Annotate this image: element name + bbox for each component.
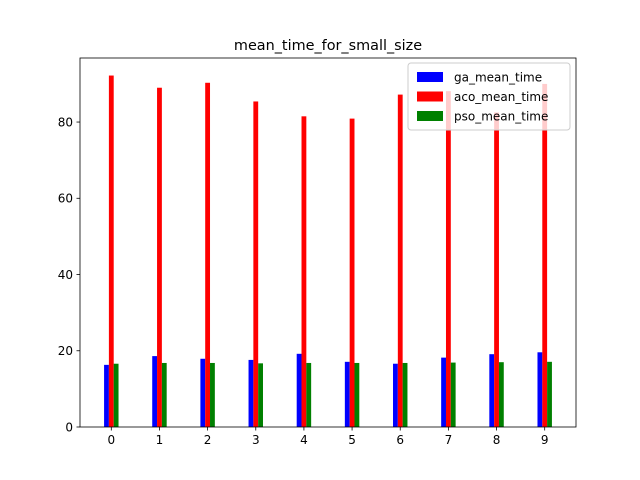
x-tick-label: 9 bbox=[541, 433, 549, 447]
bar-pso_mean_time-7 bbox=[450, 362, 456, 427]
x-tick-label: 8 bbox=[493, 433, 501, 447]
bar-ga_mean_time-6 bbox=[393, 363, 398, 427]
x-tick-label: 6 bbox=[396, 433, 404, 447]
bar-pso_mean_time-0 bbox=[113, 363, 119, 427]
bar-pso_mean_time-8 bbox=[498, 362, 504, 427]
bars-group bbox=[104, 75, 552, 428]
bar-ga_mean_time-9 bbox=[537, 352, 543, 427]
bar-ga_mean_time-4 bbox=[296, 353, 302, 427]
plot-frame bbox=[79, 57, 577, 428]
x-tick-label: 4 bbox=[300, 433, 308, 447]
x-tick-label: 5 bbox=[348, 433, 356, 447]
legend-label-pso_mean_time: pso_mean_time bbox=[454, 110, 548, 124]
x-tick-label: 1 bbox=[156, 433, 164, 447]
bar-aco_mean_time-8 bbox=[494, 112, 499, 427]
bar-ga_mean_time-2 bbox=[200, 358, 206, 427]
bar-ga_mean_time-1 bbox=[152, 356, 158, 427]
bar-pso_mean_time-2 bbox=[210, 362, 215, 427]
bar-pso_mean_time-4 bbox=[306, 362, 312, 427]
bar-pso_mean_time-6 bbox=[402, 362, 408, 427]
bar-ga_mean_time-5 bbox=[344, 361, 350, 427]
bar-ga_mean_time-7 bbox=[441, 357, 446, 427]
bar-aco_mean_time-7 bbox=[445, 91, 451, 427]
x-tick-label: 2 bbox=[204, 433, 212, 447]
y-tick-label: 0 bbox=[65, 420, 73, 434]
legend: ga_mean_time aco_mean_time pso_mean_time bbox=[407, 62, 571, 131]
bar-ga_mean_time-8 bbox=[489, 354, 495, 427]
bar-aco_mean_time-2 bbox=[205, 82, 211, 427]
legend-label-aco_mean_time: aco_mean_time bbox=[454, 90, 548, 104]
bar-pso_mean_time-1 bbox=[161, 362, 167, 427]
legend-swatch-aco_mean_time bbox=[417, 91, 443, 102]
bar-ga_mean_time-0 bbox=[104, 364, 109, 427]
bar-aco_mean_time-5 bbox=[349, 118, 355, 428]
axes-group: 0 1 2 3 4 5 6 7 8 9 0 20 40 60 80 bbox=[58, 57, 577, 447]
y-tick-label: 80 bbox=[58, 115, 73, 129]
bar-aco_mean_time-1 bbox=[157, 87, 162, 427]
legend-swatch-ga_mean_time bbox=[417, 72, 443, 82]
x-tick-label: 7 bbox=[445, 433, 453, 447]
bar-pso_mean_time-5 bbox=[354, 362, 360, 427]
x-tick-label: 3 bbox=[252, 433, 260, 447]
bar-ga_mean_time-3 bbox=[248, 359, 254, 427]
legend-label-ga_mean_time: ga_mean_time bbox=[454, 71, 542, 85]
bar-pso_mean_time-3 bbox=[258, 363, 263, 427]
bar-aco_mean_time-6 bbox=[397, 94, 403, 427]
y-tick-label: 60 bbox=[58, 192, 73, 206]
legend-swatch-pso_mean_time bbox=[417, 111, 443, 121]
y-tick-label: 20 bbox=[58, 344, 73, 358]
x-tick-label: 0 bbox=[107, 433, 115, 447]
bar-aco_mean_time-0 bbox=[108, 75, 114, 427]
bar-aco_mean_time-3 bbox=[253, 101, 259, 428]
chart-title: mean_time_for_small_size bbox=[234, 38, 422, 54]
bar-pso_mean_time-9 bbox=[547, 361, 552, 427]
legend-box bbox=[407, 62, 571, 131]
bar-aco_mean_time-9 bbox=[542, 83, 548, 428]
bar-aco_mean_time-4 bbox=[301, 116, 307, 427]
y-tick-label: 40 bbox=[58, 268, 73, 282]
